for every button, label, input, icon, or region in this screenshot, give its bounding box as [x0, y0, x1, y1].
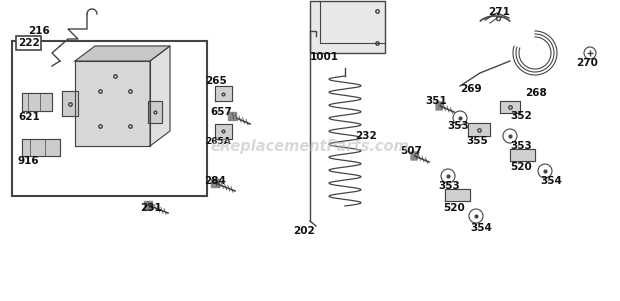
- Text: 222: 222: [18, 41, 40, 51]
- Text: 353: 353: [438, 181, 460, 191]
- Text: 520: 520: [443, 203, 465, 213]
- Text: 271: 271: [488, 7, 510, 17]
- Polygon shape: [22, 93, 52, 111]
- Text: 284: 284: [204, 176, 226, 186]
- Polygon shape: [144, 201, 152, 209]
- Text: 916: 916: [18, 156, 40, 166]
- Polygon shape: [445, 189, 470, 201]
- Polygon shape: [62, 91, 78, 116]
- Polygon shape: [75, 61, 150, 146]
- Text: 353: 353: [510, 141, 532, 151]
- Text: 354: 354: [470, 223, 492, 233]
- Text: 657: 657: [210, 107, 232, 117]
- Polygon shape: [215, 86, 232, 101]
- Text: eReplacementParts.com: eReplacementParts.com: [211, 138, 409, 154]
- Polygon shape: [150, 46, 170, 146]
- Text: 520: 520: [510, 162, 532, 172]
- Bar: [310, 1, 385, 53]
- Polygon shape: [411, 152, 419, 160]
- Polygon shape: [436, 102, 444, 110]
- Polygon shape: [211, 179, 219, 187]
- Polygon shape: [468, 123, 490, 136]
- Polygon shape: [215, 124, 232, 139]
- Text: 354: 354: [540, 176, 562, 186]
- Text: 269: 269: [460, 84, 482, 94]
- Text: 507: 507: [400, 146, 422, 156]
- Polygon shape: [510, 149, 535, 161]
- Text: 1001: 1001: [310, 52, 339, 62]
- Text: 222: 222: [18, 38, 40, 48]
- Text: 352: 352: [510, 111, 532, 121]
- Text: 202: 202: [293, 226, 315, 236]
- Text: 353: 353: [447, 121, 469, 131]
- Polygon shape: [148, 101, 162, 123]
- Text: 355: 355: [466, 136, 488, 146]
- Text: 265A: 265A: [205, 136, 231, 145]
- Polygon shape: [500, 101, 520, 113]
- Text: 621: 621: [18, 112, 40, 122]
- Text: 231: 231: [140, 203, 162, 213]
- Polygon shape: [22, 139, 60, 156]
- Text: 216: 216: [28, 26, 50, 36]
- Text: 351: 351: [425, 96, 447, 106]
- Text: 268: 268: [525, 88, 547, 98]
- Bar: [12, 41, 207, 196]
- Polygon shape: [228, 112, 236, 120]
- Text: 232: 232: [355, 131, 377, 141]
- Polygon shape: [75, 46, 170, 61]
- Text: 265: 265: [205, 76, 227, 86]
- Text: 270: 270: [576, 58, 598, 68]
